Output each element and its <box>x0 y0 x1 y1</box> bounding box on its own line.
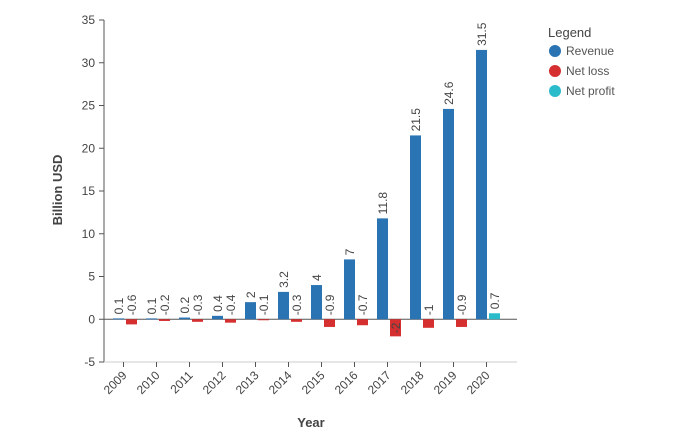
legend-swatch-net-profit <box>549 85 561 97</box>
bar-net-loss-2012 <box>225 319 236 323</box>
data-label-net-loss-2009: -0.6 <box>125 294 139 315</box>
bar-net-loss-2014 <box>291 319 302 322</box>
legend-swatch-revenue <box>549 45 561 57</box>
bar-revenue-2011 <box>179 317 190 320</box>
bar-revenue-2012 <box>212 315 223 320</box>
data-label-revenue-2020: 31.5 <box>475 22 489 46</box>
data-label-revenue-2009: 0.1 <box>112 297 126 314</box>
data-label-revenue-2016: 7 <box>343 248 357 255</box>
x-tick-label-2016: 2016 <box>332 368 361 397</box>
data-label-net-loss-2010: -0.2 <box>158 294 172 315</box>
data-label-revenue-2019: 24.6 <box>442 81 456 105</box>
data-label-net-loss-2018: -1 <box>422 304 436 315</box>
legend: Legend Revenue Net loss Net profit <box>548 25 615 98</box>
legend-label-net-profit: Net profit <box>566 84 615 98</box>
data-label-net-loss-2012: -0.4 <box>224 294 238 315</box>
x-tick-label-2013: 2013 <box>233 368 262 397</box>
y-tick-label: 35 <box>82 13 96 27</box>
data-label-revenue-2017: 11.8 <box>376 192 390 215</box>
bar-net-loss-2013 <box>258 319 269 321</box>
bar-revenue-2014 <box>278 291 289 320</box>
y-tick-label: 10 <box>82 227 96 241</box>
data-label-revenue-2010: 0.1 <box>145 297 159 314</box>
bar-revenue-2016 <box>344 259 355 320</box>
legend-label-revenue: Revenue <box>566 44 614 58</box>
bar-net-loss-2017 <box>390 319 401 337</box>
data-label-revenue-2015: 4 <box>310 274 324 281</box>
legend-swatch-net-loss <box>549 65 561 77</box>
data-label-net-profit-2020: 0.7 <box>488 292 502 309</box>
data-label-net-loss-2019: -0.9 <box>455 294 469 315</box>
y-tick-label: 15 <box>82 184 96 198</box>
bar-net-loss-2015 <box>324 319 335 327</box>
data-label-net-loss-2017: -2 <box>389 322 403 333</box>
bar-revenue-2018 <box>410 135 421 320</box>
y-tick-label: -5 <box>84 355 95 369</box>
legend-label-net-loss: Net loss <box>566 64 609 78</box>
data-label-revenue-2014: 3.2 <box>277 271 291 288</box>
data-label-net-loss-2015: -0.9 <box>323 294 337 315</box>
y-tick-label: 25 <box>82 99 96 113</box>
y-tick-label: 0 <box>88 312 95 326</box>
data-label-net-loss-2011: -0.3 <box>191 294 205 315</box>
bar-revenue-2020 <box>476 49 487 320</box>
bar-revenue-2019 <box>443 108 454 320</box>
bar-net-loss-2018 <box>423 319 434 328</box>
data-label-net-loss-2013: -0.1 <box>257 294 271 315</box>
data-label-net-loss-2014: -0.3 <box>290 294 304 315</box>
data-label-revenue-2011: 0.2 <box>178 297 192 314</box>
bar-net-loss-2019 <box>456 319 467 327</box>
x-tick-label-2015: 2015 <box>299 368 328 397</box>
x-tick-label-2014: 2014 <box>266 368 295 397</box>
data-label-revenue-2012: 0.4 <box>211 295 225 312</box>
x-tick-label-2012: 2012 <box>200 368 229 397</box>
x-tick-label-2020: 2020 <box>464 368 493 397</box>
bar-net-loss-2010 <box>159 319 170 321</box>
bar-revenue-2015 <box>311 285 322 320</box>
data-label-net-loss-2016: -0.7 <box>356 294 370 315</box>
legend-title: Legend <box>548 25 591 40</box>
bar-revenue-2017 <box>377 218 388 320</box>
data-label-revenue-2018: 21.5 <box>409 108 423 132</box>
x-tick-label-2009: 2009 <box>101 368 130 397</box>
bar-revenue-2009 <box>113 318 124 320</box>
y-tick-label: 5 <box>88 270 95 284</box>
y-tick-label: 30 <box>82 56 96 70</box>
y-tick-label: 20 <box>82 141 96 155</box>
x-tick-label-2018: 2018 <box>398 368 427 397</box>
x-tick-label-2017: 2017 <box>365 368 394 397</box>
bar-revenue-2010 <box>146 318 157 320</box>
bar-net-loss-2016 <box>357 319 368 326</box>
x-axis-title: Year <box>297 415 324 430</box>
bar-net-profit-2020 <box>489 313 500 320</box>
bar-net-loss-2009 <box>126 319 137 325</box>
y-axis-title: Billion USD <box>50 155 65 226</box>
bar-revenue-2013 <box>245 302 256 320</box>
x-tick-label-2010: 2010 <box>134 368 163 397</box>
x-tick-label-2011: 2011 <box>167 368 195 396</box>
data-label-revenue-2013: 2 <box>244 291 258 298</box>
bar-net-loss-2011 <box>192 319 203 322</box>
x-tick-label-2019: 2019 <box>431 368 460 397</box>
